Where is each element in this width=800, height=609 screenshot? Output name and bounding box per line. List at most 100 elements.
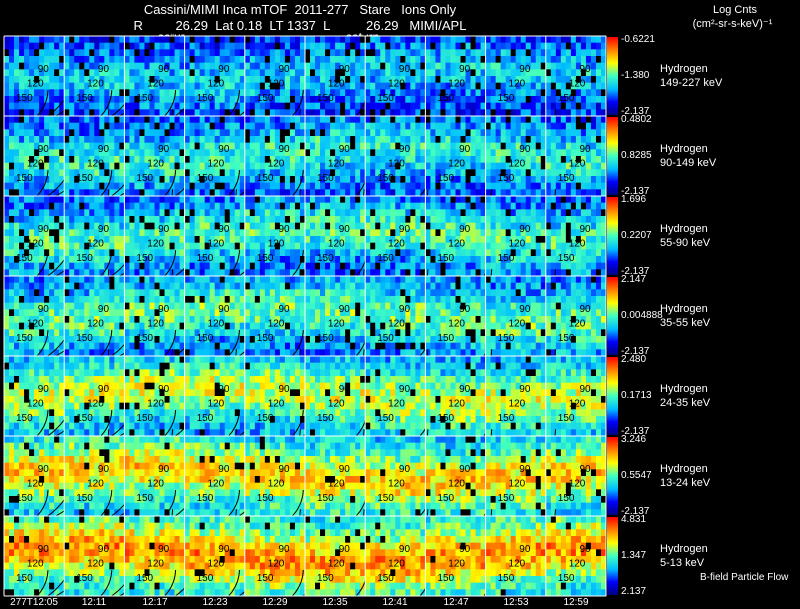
heatmap-cell	[405, 136, 411, 144]
heatmap-cell	[279, 102, 286, 110]
heatmap-cell	[159, 49, 165, 57]
heatmap-cell	[254, 162, 261, 170]
heatmap-cell	[169, 296, 175, 304]
heatmap-cell	[59, 229, 65, 237]
heatmap-cell	[29, 129, 35, 137]
heatmap-cell	[74, 69, 80, 77]
heatmap-cell	[239, 69, 246, 77]
heatmap-cell	[294, 142, 301, 150]
heatmap-cell	[84, 162, 90, 170]
heatmap-cell	[94, 36, 100, 44]
heatmap-cell	[560, 249, 567, 257]
heatmap-cell	[49, 229, 55, 237]
heatmap-cell	[149, 129, 155, 137]
heatmap-cell	[590, 196, 597, 204]
heatmap-cell	[164, 316, 170, 324]
heatmap-cell	[39, 82, 45, 90]
heatmap-cell	[129, 176, 135, 184]
heatmap-cell	[99, 89, 105, 97]
heatmap-cell	[585, 49, 592, 57]
heatmap-cell	[229, 182, 236, 190]
heatmap-cell	[19, 169, 25, 177]
heatmap-cell	[530, 62, 537, 70]
heatmap-cell	[69, 149, 75, 157]
heatmap-cell	[485, 96, 492, 104]
heatmap-cell	[465, 156, 471, 164]
heatmap-cell	[94, 136, 100, 144]
heatmap-cell	[540, 216, 547, 224]
heatmap-cell	[440, 209, 446, 217]
heatmap-cell	[570, 109, 577, 117]
heatmap-cell	[515, 42, 522, 50]
heatmap-cell	[269, 249, 276, 257]
heatmap-cell	[505, 216, 512, 224]
contour-label: 90	[158, 64, 170, 75]
heatmap-cell	[269, 216, 276, 224]
heatmap-cell	[94, 116, 100, 124]
heatmap-cell	[410, 156, 416, 164]
heatmap-cell	[460, 182, 466, 190]
heatmap-cell	[154, 289, 160, 297]
heatmap-cell	[600, 62, 607, 70]
heatmap-cell	[395, 196, 401, 204]
heatmap-cell	[370, 256, 376, 264]
heatmap-cell	[310, 76, 316, 84]
heatmap-cell	[545, 249, 552, 257]
heatmap-cell	[99, 216, 105, 224]
heatmap-cell	[294, 62, 301, 70]
heatmap-cell	[109, 342, 115, 350]
contour-label: 120	[569, 78, 586, 89]
heatmap-cell	[535, 256, 542, 264]
heatmap-cell	[410, 202, 416, 210]
heatmap-cell	[279, 229, 286, 237]
heatmap-cell	[585, 116, 592, 124]
heatmap-cell	[370, 49, 376, 57]
heatmap-cell	[505, 142, 512, 150]
heatmap-cell	[325, 56, 331, 64]
heatmap-cell	[445, 62, 451, 70]
heatmap-cell	[315, 56, 321, 64]
heatmap-cell	[164, 209, 170, 217]
heatmap-cell	[249, 216, 256, 224]
heatmap-cell	[159, 162, 165, 170]
heatmap-cell	[184, 289, 191, 297]
heatmap-cell	[234, 169, 241, 177]
heatmap-cell	[335, 262, 341, 270]
heatmap-cell	[440, 229, 446, 237]
heatmap-cell	[565, 116, 572, 124]
heatmap-cell	[590, 222, 597, 230]
heatmap-cell	[345, 136, 351, 144]
heatmap-cell	[395, 202, 401, 210]
heatmap-cell	[59, 276, 65, 284]
heatmap-cell	[460, 156, 466, 164]
heatmap-cell	[64, 136, 70, 144]
heatmap-cell	[400, 209, 406, 217]
heatmap-cell	[209, 149, 216, 157]
heatmap-cell	[585, 62, 592, 70]
heatmap-cell	[585, 136, 592, 144]
contour-label: 90	[399, 224, 411, 235]
heatmap-cell	[450, 116, 456, 124]
heatmap-cell	[114, 302, 120, 310]
heatmap-cell	[545, 56, 552, 64]
heatmap-cell	[294, 182, 301, 190]
heatmap-cell	[159, 329, 165, 337]
heatmap-cell	[535, 236, 542, 244]
heatmap-cell	[430, 249, 436, 257]
heatmap-cell	[4, 229, 10, 237]
heatmap-cell	[29, 142, 35, 150]
heatmap-cell	[14, 182, 20, 190]
heatmap-cell	[104, 296, 110, 304]
heatmap-cell	[244, 142, 251, 150]
heatmap-cell	[74, 89, 80, 97]
heatmap-cell	[174, 116, 180, 124]
heatmap-cell	[114, 309, 120, 317]
heatmap-cell	[560, 76, 567, 84]
heatmap-cell	[480, 229, 486, 237]
heatmap-cell	[184, 116, 191, 124]
heatmap-cell	[315, 82, 321, 90]
heatmap-cell	[520, 169, 527, 177]
heatmap-cell	[535, 222, 542, 230]
heatmap-cell	[475, 242, 481, 250]
heatmap-cell	[565, 102, 572, 110]
